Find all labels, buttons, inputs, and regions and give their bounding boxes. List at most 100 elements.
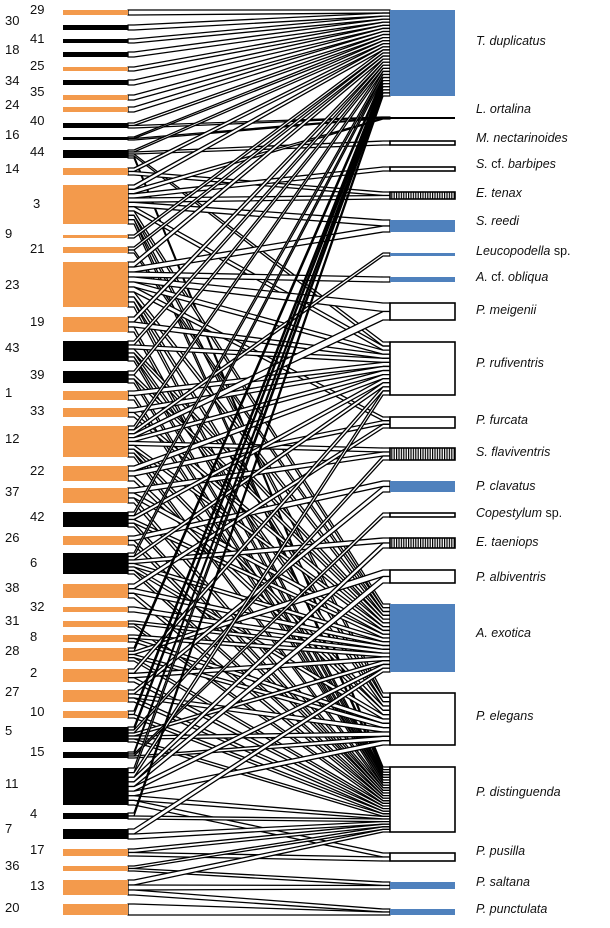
plant-bar-17 — [63, 849, 128, 856]
plant-label: 13 — [30, 878, 44, 893]
plant-bar-26 — [63, 536, 128, 545]
plant-bar-25 — [63, 67, 128, 71]
plant-bar-32 — [63, 607, 128, 612]
pollinator-bar-e-tenax — [389, 191, 456, 200]
plant-label: 7 — [5, 821, 12, 836]
plant-bars — [63, 10, 128, 915]
plant-label: 36 — [5, 858, 19, 873]
plant-label: 21 — [30, 241, 44, 256]
plant-label: 33 — [30, 403, 44, 418]
plant-bar-2 — [63, 669, 128, 682]
plant-bar-24 — [63, 107, 128, 112]
plant-bar-36 — [63, 866, 128, 871]
plant-bar-23 — [63, 262, 128, 307]
pollinator-label: P. clavatus — [476, 479, 536, 493]
plant-bar-1 — [63, 391, 128, 400]
plant-label: 9 — [5, 226, 12, 241]
plant-bar-22 — [63, 466, 128, 481]
plant-bar-27 — [63, 690, 128, 702]
plant-bar-34 — [63, 80, 128, 85]
pollinator-label: S. cf. barbipes — [476, 157, 556, 171]
pollinator-bar-p-distinguenda — [389, 766, 456, 833]
plant-label: 6 — [30, 555, 37, 570]
plant-label: 43 — [5, 340, 19, 355]
plant-label: 18 — [5, 42, 19, 57]
plant-label: 37 — [5, 484, 19, 499]
plant-bar-21 — [63, 247, 128, 253]
plant-label: 3 — [33, 196, 40, 211]
plant-bar-31 — [63, 621, 128, 627]
plant-labels: 2930411825343524401644143921231943391331… — [5, 2, 44, 915]
pollinator-label: M. nectarinoides — [476, 131, 568, 145]
plant-bar-28 — [63, 648, 128, 661]
pollinator-label: Copestylum sp. — [476, 506, 562, 520]
plant-bar-18 — [63, 52, 128, 57]
plant-bar-10 — [63, 711, 128, 718]
plant-bar-41 — [63, 39, 128, 43]
pollinator-bar-p-elegans — [389, 692, 456, 746]
plant-label: 32 — [30, 599, 44, 614]
pollinator-label: P. distinguenda — [476, 785, 561, 799]
pollinator-label: P. punctulata — [476, 902, 547, 916]
plant-label: 38 — [5, 580, 19, 595]
plant-label: 25 — [30, 58, 44, 73]
pollinator-bar-p-meigenii — [389, 302, 456, 321]
plant-bar-30 — [63, 25, 128, 30]
plant-bar-39 — [63, 371, 128, 383]
plant-label: 10 — [30, 704, 44, 719]
pollinator-bar-p-albiventris — [389, 569, 456, 584]
pollinator-bars — [389, 10, 456, 915]
pollinator-label: P. pusilla — [476, 844, 525, 858]
plant-bar-15 — [63, 752, 128, 758]
plant-label: 19 — [30, 314, 44, 329]
pollinator-bar-p-pusilla — [389, 852, 456, 862]
links-layer — [127, 9, 391, 916]
plant-bar-16 — [63, 137, 128, 140]
pollinator-label: E. taeniops — [476, 535, 539, 549]
plant-bar-43 — [63, 341, 128, 361]
plant-label: 28 — [5, 643, 19, 658]
plant-label: 24 — [5, 97, 19, 112]
plant-label: 40 — [30, 113, 44, 128]
pollinator-bar-p-clavatus — [390, 481, 455, 492]
plant-bar-9 — [63, 235, 128, 238]
plant-label: 22 — [30, 463, 44, 478]
plant-label: 16 — [5, 127, 19, 142]
plant-label: 8 — [30, 629, 37, 644]
plant-bar-14 — [63, 168, 128, 175]
plant-label: 17 — [30, 842, 44, 857]
pollinator-label: S. flaviventris — [476, 445, 550, 459]
pollinator-label: P. elegans — [476, 709, 533, 723]
plant-bar-6 — [63, 553, 128, 574]
plant-label: 34 — [5, 73, 19, 88]
pollinator-label: P. rufiventris — [476, 356, 544, 370]
pollinator-bar-s-reedi — [390, 220, 455, 232]
plant-bar-44 — [63, 150, 128, 158]
plant-label: 44 — [30, 144, 44, 159]
pollinator-bar-s-flaviventris — [389, 447, 456, 461]
pollinator-bar-copestylum-sp- — [389, 512, 456, 518]
pollinator-bar-e-taeniops — [389, 537, 456, 549]
plant-label: 4 — [30, 806, 37, 821]
plant-bar-11 — [63, 768, 128, 805]
plant-bar-37 — [63, 488, 128, 503]
plant-label: 39 — [30, 367, 44, 382]
plant-bar-4 — [63, 813, 128, 819]
plant-label: 27 — [5, 684, 19, 699]
plant-bar-13 — [63, 880, 128, 895]
plant-bar-19 — [63, 317, 128, 332]
pollinator-bar-a-exotica — [390, 604, 455, 672]
pollinator-label: E. tenax — [476, 186, 523, 200]
link-13-p-saltana — [127, 884, 391, 891]
plant-label: 26 — [5, 530, 19, 545]
plant-label: 35 — [30, 84, 44, 99]
pollinator-label: Leucopodella sp. — [476, 244, 571, 258]
plant-bar-7 — [63, 829, 128, 839]
pollinator-bar-t-duplicatus — [390, 10, 455, 96]
plant-label: 31 — [5, 613, 19, 628]
plant-label: 5 — [5, 723, 12, 738]
pollinator-bar-p-furcata — [389, 416, 456, 429]
plant-bar-5 — [63, 727, 128, 742]
pollinator-bar-p-punctulata — [390, 909, 455, 915]
